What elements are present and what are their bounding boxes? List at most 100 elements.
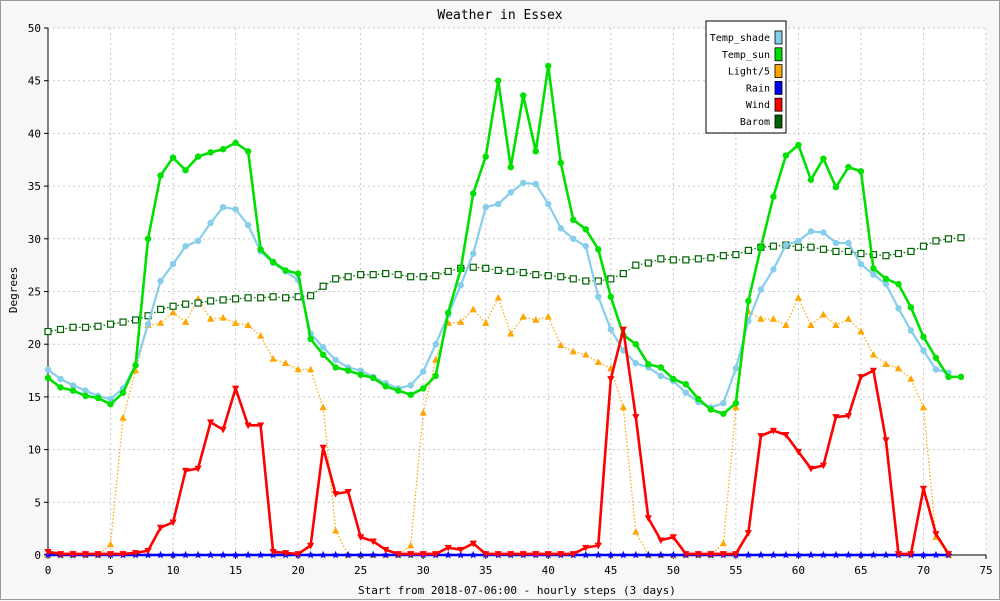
data-point-temp-shade <box>244 221 252 229</box>
data-point-temp-sun <box>907 304 915 311</box>
data-point-light-5 <box>407 541 415 549</box>
data-point-rain <box>756 550 765 559</box>
data-point-barom <box>594 277 602 285</box>
data-point-temp-shade <box>457 281 464 289</box>
data-point-rain <box>831 550 840 559</box>
data-point-light-5 <box>882 360 890 368</box>
legend-label-barom: Barom <box>740 117 770 128</box>
data-point-rain <box>181 550 190 559</box>
x-tick-label: 50 <box>667 564 680 577</box>
data-point-wind <box>444 544 452 552</box>
data-point-temp-sun <box>607 293 614 300</box>
data-point-light-5 <box>244 321 252 329</box>
data-point-temp-shade <box>82 387 89 394</box>
data-point-barom <box>732 251 740 259</box>
data-point-light-5 <box>832 321 840 329</box>
x-tick-label: 20 <box>292 564 305 577</box>
data-point-temp-sun <box>44 374 52 382</box>
data-point-temp-sun <box>344 367 352 374</box>
data-point-wind <box>357 534 365 541</box>
data-point-barom <box>407 273 415 281</box>
data-point-light-5 <box>919 403 928 411</box>
data-point-light-5 <box>181 318 190 325</box>
data-point-temp-shade <box>720 400 727 407</box>
data-point-barom <box>169 302 177 310</box>
data-point-temp-shade <box>845 239 852 247</box>
data-point-temp-shade <box>907 327 915 334</box>
data-point-wind <box>932 531 940 538</box>
data-point-temp-shade <box>882 280 890 288</box>
data-point-temp-shade <box>557 225 564 232</box>
data-point-barom <box>619 269 627 278</box>
data-point-temp-sun <box>770 193 777 200</box>
data-point-barom <box>682 256 690 264</box>
data-point-wind <box>607 376 615 383</box>
data-point-rain <box>356 550 365 559</box>
data-point-temp-shade <box>732 365 740 372</box>
legend-swatch-temp-shade <box>774 30 783 45</box>
data-point-rain <box>469 550 478 559</box>
data-point-wind <box>544 551 552 558</box>
data-point-barom <box>582 277 590 285</box>
data-point-rain <box>244 550 253 559</box>
data-point-temp-shade <box>332 356 339 364</box>
data-point-rain <box>606 550 615 559</box>
data-point-temp-shade <box>607 326 614 333</box>
data-point-temp-sun <box>807 176 815 183</box>
data-point-barom <box>232 295 240 303</box>
data-point-temp-sun <box>732 400 740 407</box>
data-point-rain <box>744 550 753 559</box>
data-point-light-5 <box>469 305 477 313</box>
data-point-temp-shade <box>169 260 177 268</box>
data-point-wind <box>119 551 127 558</box>
data-point-barom <box>81 323 90 331</box>
data-point-temp-sun <box>545 62 552 70</box>
legend-label-rain: Rain <box>746 83 770 94</box>
data-point-barom <box>507 267 515 276</box>
data-point-wind <box>81 551 90 558</box>
data-point-light-5 <box>169 308 177 316</box>
data-point-rain <box>931 550 940 559</box>
data-point-temp-sun <box>932 354 940 362</box>
data-point-rain <box>794 550 803 559</box>
data-point-light-5 <box>319 403 327 411</box>
y-tick-label: 40 <box>28 127 41 140</box>
data-point-temp-sun <box>532 148 539 155</box>
data-point-temp-shade <box>44 366 52 373</box>
data-point-rain <box>594 550 603 559</box>
x-tick-label: 15 <box>229 564 242 577</box>
data-point-temp-shade <box>157 277 164 285</box>
data-point-barom <box>394 271 402 279</box>
data-point-light-5 <box>156 319 165 326</box>
x-tick-label: 10 <box>166 564 179 577</box>
data-point-temp-sun <box>870 265 877 272</box>
data-point-wind <box>657 537 665 545</box>
data-point-temp-sun <box>570 216 577 224</box>
data-point-rain <box>644 550 653 559</box>
legend-swatch-wind <box>774 97 783 112</box>
data-point-light-5 <box>494 294 502 301</box>
data-point-wind <box>457 546 465 554</box>
x-tick-label: 45 <box>604 564 617 577</box>
data-point-light-5 <box>807 321 815 329</box>
x-tick-label: 0 <box>45 564 52 577</box>
legend-label-wind: Wind <box>746 100 770 111</box>
data-point-temp-sun <box>82 392 89 400</box>
data-point-rain <box>656 550 665 559</box>
data-point-barom <box>44 327 52 336</box>
data-point-barom <box>644 259 652 267</box>
data-point-temp-sun <box>482 153 489 160</box>
data-point-temp-sun <box>682 381 690 388</box>
y-tick-label: 0 <box>34 549 41 562</box>
data-point-barom <box>332 275 340 283</box>
data-point-temp-shade <box>870 271 877 278</box>
data-point-barom <box>119 318 127 326</box>
data-point-barom <box>532 271 540 279</box>
data-point-barom <box>106 320 115 328</box>
data-point-temp-sun <box>507 163 514 171</box>
data-point-rain <box>581 550 590 559</box>
data-point-rain <box>844 550 853 559</box>
data-point-rain <box>856 550 865 559</box>
data-point-temp-sun <box>332 364 339 371</box>
